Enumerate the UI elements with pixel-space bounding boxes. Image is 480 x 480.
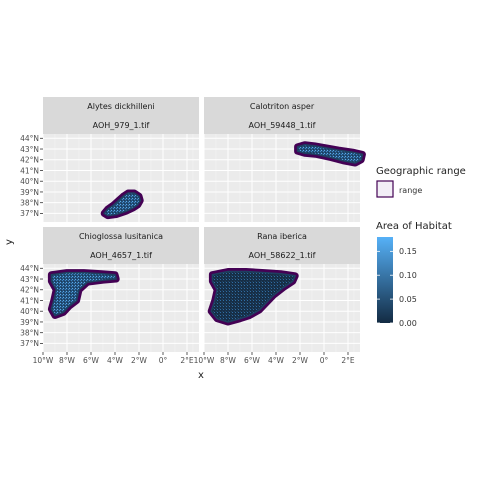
x-tick-label: 4°W bbox=[268, 356, 285, 365]
facet-strip bbox=[43, 97, 199, 134]
legend-colorbar bbox=[377, 237, 393, 323]
x-tick-label: 8°W bbox=[59, 356, 76, 365]
facet-file-label: AOH_4657_1.tif bbox=[90, 251, 152, 260]
y-tick-label: 37°N bbox=[20, 209, 39, 218]
facet-species-label: Calotriton asper bbox=[250, 102, 315, 111]
facet-file-label: AOH_58622_1.tif bbox=[249, 251, 316, 260]
y-tick-label: 37°N bbox=[20, 339, 39, 348]
x-tick-label: 0° bbox=[320, 356, 329, 365]
facet-strip bbox=[43, 227, 199, 264]
y-tick-label: 38°N bbox=[20, 198, 39, 207]
x-axis-title: x bbox=[198, 370, 204, 381]
area-of-habitat-raster bbox=[210, 270, 296, 323]
x-tick-label: 2°W bbox=[131, 356, 148, 365]
y-tick-label: 42°N bbox=[20, 156, 39, 165]
x-tick-label: 8°W bbox=[220, 356, 237, 365]
facet-species-label: Rana iberica bbox=[257, 232, 307, 241]
x-tick-label: 2°E bbox=[180, 356, 194, 365]
y-tick-label: 41°N bbox=[20, 166, 39, 175]
y-tick-label: 40°N bbox=[20, 307, 39, 316]
y-tick-label: 44°N bbox=[20, 134, 39, 143]
facet-panel: Chioglossa lusitanica AOH_4657_1.tif bbox=[42, 227, 199, 352]
legend-range-entry: range bbox=[399, 186, 422, 195]
x-tick-label: 2°E bbox=[341, 356, 355, 365]
x-tick-label: 10°W bbox=[194, 356, 215, 365]
legend-range-title: Geographic range bbox=[376, 166, 466, 177]
y-tick-label: 44°N bbox=[20, 264, 39, 273]
x-tick-label: 6°W bbox=[83, 356, 100, 365]
x-tick-label: 4°W bbox=[107, 356, 124, 365]
legend-aoh-title: Area of Habitat bbox=[376, 221, 452, 232]
colorbar-tick-label: 0.10 bbox=[399, 271, 417, 280]
facet-species-label: Alytes dickhilleni bbox=[87, 102, 154, 111]
area-of-habitat-raster bbox=[50, 271, 117, 317]
y-tick-label: 38°N bbox=[20, 328, 39, 337]
legend: Geographic range range Area of Habitat 0… bbox=[376, 166, 466, 328]
x-tick-label: 2°W bbox=[292, 356, 309, 365]
x-tick-label: 6°W bbox=[244, 356, 261, 365]
y-tick-label: 40°N bbox=[20, 177, 39, 186]
facet-panel: Calotriton asper AOH_59448_1.tif bbox=[203, 97, 366, 222]
y-tick-label: 41°N bbox=[20, 296, 39, 305]
area-of-habitat-raster bbox=[103, 192, 141, 217]
y-tick-label: 42°N bbox=[20, 286, 39, 295]
area-of-habitat-raster bbox=[296, 143, 364, 164]
colorbar-tick-label: 0.05 bbox=[399, 295, 417, 304]
facet-species-label: Chioglossa lusitanica bbox=[79, 232, 163, 241]
y-tick-label: 39°N bbox=[20, 318, 39, 327]
colorbar-tick-label: 0.15 bbox=[399, 247, 417, 256]
y-tick-label: 43°N bbox=[20, 275, 39, 284]
y-tick-label: 39°N bbox=[20, 188, 39, 197]
y-axis-title: y bbox=[4, 239, 15, 245]
x-tick-label: 0° bbox=[159, 356, 168, 365]
facet-file-label: AOH_59448_1.tif bbox=[249, 121, 316, 130]
facet-strip bbox=[204, 97, 360, 134]
y-tick-label: 43°N bbox=[20, 145, 39, 154]
facet-panel: Rana iberica AOH_58622_1.tif bbox=[203, 227, 360, 352]
legend-range-key bbox=[376, 180, 394, 198]
facet-strip bbox=[204, 227, 360, 264]
facet-file-label: AOH_979_1.tif bbox=[93, 121, 150, 130]
x-tick-label: 10°W bbox=[33, 356, 54, 365]
facet-panel: Alytes dickhilleni AOH_979_1.tif bbox=[42, 97, 199, 222]
colorbar-tick-label: 0.00 bbox=[399, 319, 417, 328]
